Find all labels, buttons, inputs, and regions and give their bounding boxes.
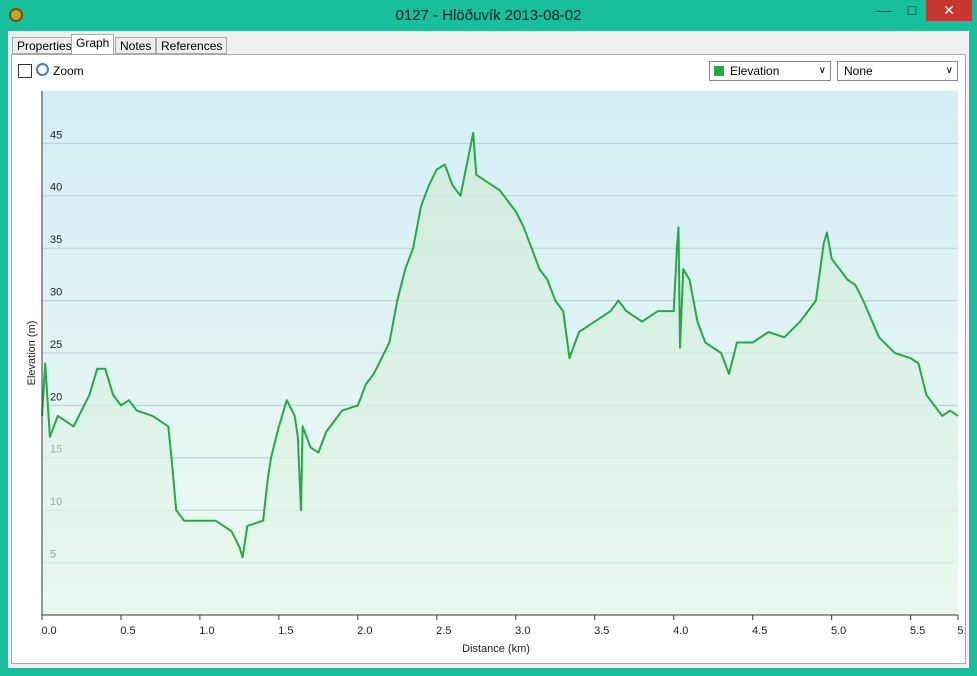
y-tick-label: 25 — [50, 339, 62, 351]
dropdown-label: None — [844, 64, 873, 78]
app-icon — [9, 8, 23, 22]
x-tick-label: 5.0 — [831, 625, 846, 637]
y-axis-title: Elevation (m) — [26, 321, 38, 386]
zoom-checkbox[interactable] — [18, 64, 32, 78]
tab[interactable]: Properties — [12, 37, 77, 54]
x-tick-label: 5.5 — [910, 625, 925, 637]
x-tick-label: 5.8 — [957, 625, 965, 637]
x-tick-label: 1.0 — [199, 625, 214, 637]
x-tick-label: 2.5 — [436, 625, 451, 637]
window-title: 0127 - Hlöðuvík 2013-08-02 — [395, 7, 582, 24]
series-dropdown[interactable]: Elevation ∨ — [709, 61, 831, 81]
legend-label: Elevation — [730, 64, 780, 78]
x-tick-label: 2.0 — [357, 625, 372, 637]
x-tick-label: 3.0 — [515, 625, 530, 637]
series-line — [41, 131, 959, 559]
minimize-button[interactable]: — — [877, 2, 891, 18]
client-area: Properties Graph Notes References Zoom E… — [8, 31, 969, 668]
y-tick-label: 45 — [50, 129, 62, 141]
tab[interactable]: References — [156, 37, 228, 54]
maximize-button[interactable]: □ — [907, 2, 917, 18]
y-tick-label: 35 — [50, 234, 62, 246]
secondary-dropdown[interactable]: None ∨ — [837, 61, 958, 81]
tab[interactable]: Graph — [71, 34, 115, 55]
zoom-label: Zoom — [53, 64, 84, 78]
legend-swatch — [714, 66, 724, 76]
title-bar: 0127 - Hlöðuvík 2013-08-02 — □ ✕ — [0, 0, 977, 31]
y-tick-label: 20 — [50, 391, 62, 403]
close-button[interactable]: ✕ — [926, 0, 972, 21]
x-axis-title: Distance (km) — [462, 643, 530, 655]
x-tick-label: 0.5 — [120, 625, 135, 637]
x-tick-label: 4.0 — [673, 625, 688, 637]
y-tick-label: 40 — [50, 182, 62, 194]
x-tick-label: 3.5 — [594, 625, 609, 637]
y-tick-label: 30 — [50, 287, 62, 299]
graph-panel: Zoom Elevation ∨ None ∨ Elevation (m) Dist… — [11, 54, 966, 664]
tab[interactable]: Notes — [115, 37, 157, 54]
x-tick-label: 1.5 — [278, 625, 293, 637]
x-tick-label: 4.5 — [752, 625, 767, 637]
x-tick-label: 0.0 — [41, 625, 56, 637]
zoom-icon — [36, 63, 49, 76]
area-fill — [42, 132, 958, 615]
chart: Elevation (m) Distance (km) 510152025303… — [26, 91, 965, 655]
